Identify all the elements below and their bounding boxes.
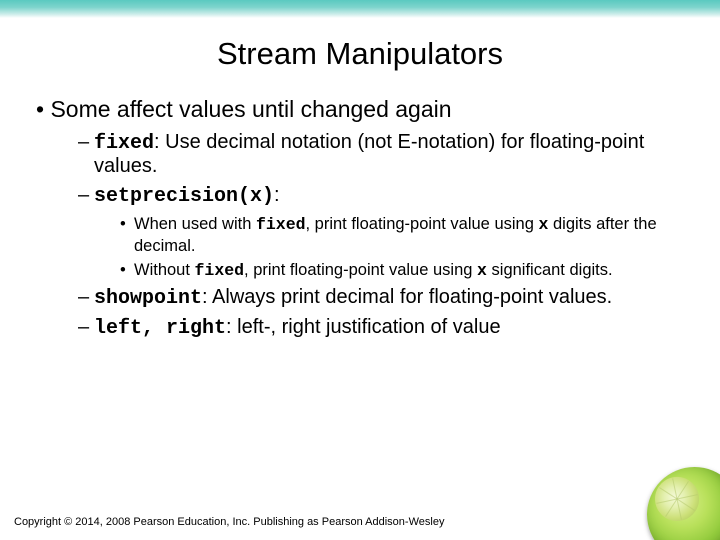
desc-leftright: : left-, right justification of value: [226, 316, 501, 338]
footer: Copyright © 2014, 2008 Pearson Education…: [14, 511, 706, 528]
copyright-text: Copyright © 2014, 2008 Pearson Education…: [14, 516, 444, 528]
sp-sub1-code2: x: [538, 215, 548, 234]
sp-sub2-pre: Without: [134, 261, 195, 279]
setprecision-sub2: Without fixed, print floating-point valu…: [120, 260, 690, 282]
sp-sub2-code1: fixed: [195, 261, 245, 280]
bullet-main: Some affect values until changed again: [36, 96, 690, 123]
code-fixed: fixed: [94, 132, 154, 155]
sp-sub1-code1: fixed: [256, 215, 306, 234]
sp-sub2-code2: x: [477, 261, 487, 280]
item-fixed: fixed: Use decimal notation (not E-notat…: [78, 131, 690, 178]
setprecision-sub1: When used with fixed, print floating-poi…: [120, 214, 690, 256]
code-leftright: left, right: [94, 317, 226, 340]
sp-sub1-mid: , print floating-point value using: [306, 215, 539, 233]
code-setprecision: setprecision(x): [94, 185, 274, 208]
sp-sub1-pre: When used with: [134, 215, 256, 233]
desc-fixed: : Use decimal notation (not E-notation) …: [94, 131, 644, 177]
colon-setprecision: :: [274, 184, 280, 206]
sp-sub2-mid: , print floating-point value using: [244, 261, 477, 279]
page-title: Stream Manipulators: [30, 36, 690, 72]
item-setprecision: setprecision(x):: [78, 184, 690, 208]
sp-sub2-post: significant digits.: [487, 261, 613, 279]
lime-decoration: [647, 467, 720, 540]
item-showpoint: showpoint: Always print decimal for floa…: [78, 286, 690, 310]
lime-body: [647, 467, 720, 540]
slide-content: Stream Manipulators Some affect values u…: [0, 18, 720, 340]
header-gradient: [0, 0, 720, 18]
code-showpoint: showpoint: [94, 287, 202, 310]
item-leftright: left, right: left-, right justification …: [78, 316, 690, 340]
desc-showpoint: : Always print decimal for floating-poin…: [202, 286, 612, 308]
lime-slice: [651, 472, 703, 524]
